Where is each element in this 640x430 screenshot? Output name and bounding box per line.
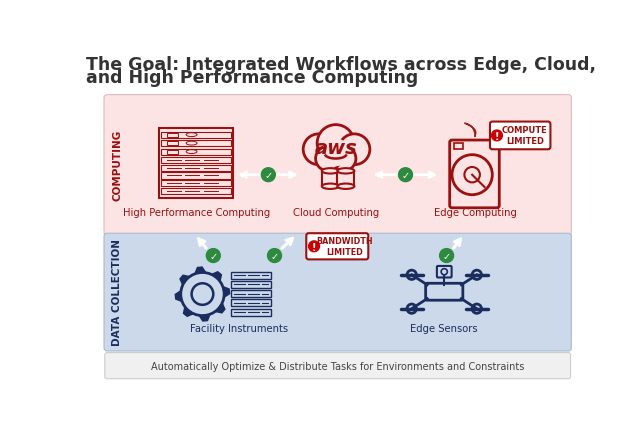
FancyBboxPatch shape bbox=[104, 95, 572, 236]
Circle shape bbox=[261, 169, 275, 182]
Text: ✓: ✓ bbox=[271, 252, 278, 261]
Text: ✓: ✓ bbox=[209, 252, 218, 261]
Circle shape bbox=[303, 135, 334, 165]
Text: and High Performance Computing: and High Performance Computing bbox=[86, 68, 419, 86]
Circle shape bbox=[322, 139, 349, 167]
Text: Edge Sensors: Edge Sensors bbox=[410, 323, 478, 333]
Text: Cloud Computing: Cloud Computing bbox=[292, 208, 379, 218]
FancyBboxPatch shape bbox=[104, 233, 572, 351]
Text: COMPUTE
LIMITED: COMPUTE LIMITED bbox=[502, 126, 548, 146]
Circle shape bbox=[492, 131, 502, 141]
FancyBboxPatch shape bbox=[450, 141, 499, 208]
Circle shape bbox=[308, 241, 319, 252]
Ellipse shape bbox=[337, 169, 355, 174]
Polygon shape bbox=[183, 306, 195, 317]
FancyBboxPatch shape bbox=[105, 353, 571, 379]
Text: !: ! bbox=[495, 132, 499, 141]
Text: DATA COLLECTION: DATA COLLECTION bbox=[112, 239, 122, 345]
Circle shape bbox=[331, 147, 356, 172]
Text: Edge Computing: Edge Computing bbox=[434, 208, 516, 218]
Polygon shape bbox=[194, 267, 207, 274]
Text: Automatically Optimize & Distribute Tasks for Environments and Constraints: Automatically Optimize & Distribute Task… bbox=[150, 361, 524, 371]
FancyBboxPatch shape bbox=[490, 122, 550, 150]
Polygon shape bbox=[179, 275, 191, 286]
Text: COMPUTING: COMPUTING bbox=[112, 130, 122, 201]
Text: aws: aws bbox=[314, 139, 357, 158]
Polygon shape bbox=[214, 302, 226, 314]
Circle shape bbox=[440, 249, 454, 263]
Text: ✓: ✓ bbox=[264, 171, 273, 181]
Polygon shape bbox=[175, 290, 182, 303]
Polygon shape bbox=[211, 271, 222, 283]
Ellipse shape bbox=[322, 169, 339, 174]
Text: !: ! bbox=[312, 242, 316, 252]
FancyBboxPatch shape bbox=[307, 233, 368, 260]
Circle shape bbox=[206, 249, 220, 263]
Polygon shape bbox=[223, 286, 230, 298]
Circle shape bbox=[339, 135, 370, 165]
Text: The Goal: Integrated Workflows across Edge, Cloud,: The Goal: Integrated Workflows across Ed… bbox=[86, 55, 596, 74]
Circle shape bbox=[316, 147, 340, 172]
Circle shape bbox=[317, 126, 355, 162]
Ellipse shape bbox=[322, 184, 339, 190]
Text: ✓: ✓ bbox=[401, 171, 410, 181]
Text: BANDWIDTH
LIMITED: BANDWIDTH LIMITED bbox=[316, 237, 372, 257]
Text: Facility Instruments: Facility Instruments bbox=[190, 323, 288, 333]
Text: High Performance Computing: High Performance Computing bbox=[123, 208, 270, 218]
Ellipse shape bbox=[337, 184, 355, 190]
Polygon shape bbox=[465, 124, 476, 138]
Text: ✓: ✓ bbox=[442, 252, 451, 261]
Polygon shape bbox=[198, 314, 211, 322]
FancyBboxPatch shape bbox=[322, 172, 339, 187]
Circle shape bbox=[399, 169, 412, 182]
Circle shape bbox=[191, 284, 213, 305]
Circle shape bbox=[268, 249, 282, 263]
FancyBboxPatch shape bbox=[337, 172, 355, 187]
